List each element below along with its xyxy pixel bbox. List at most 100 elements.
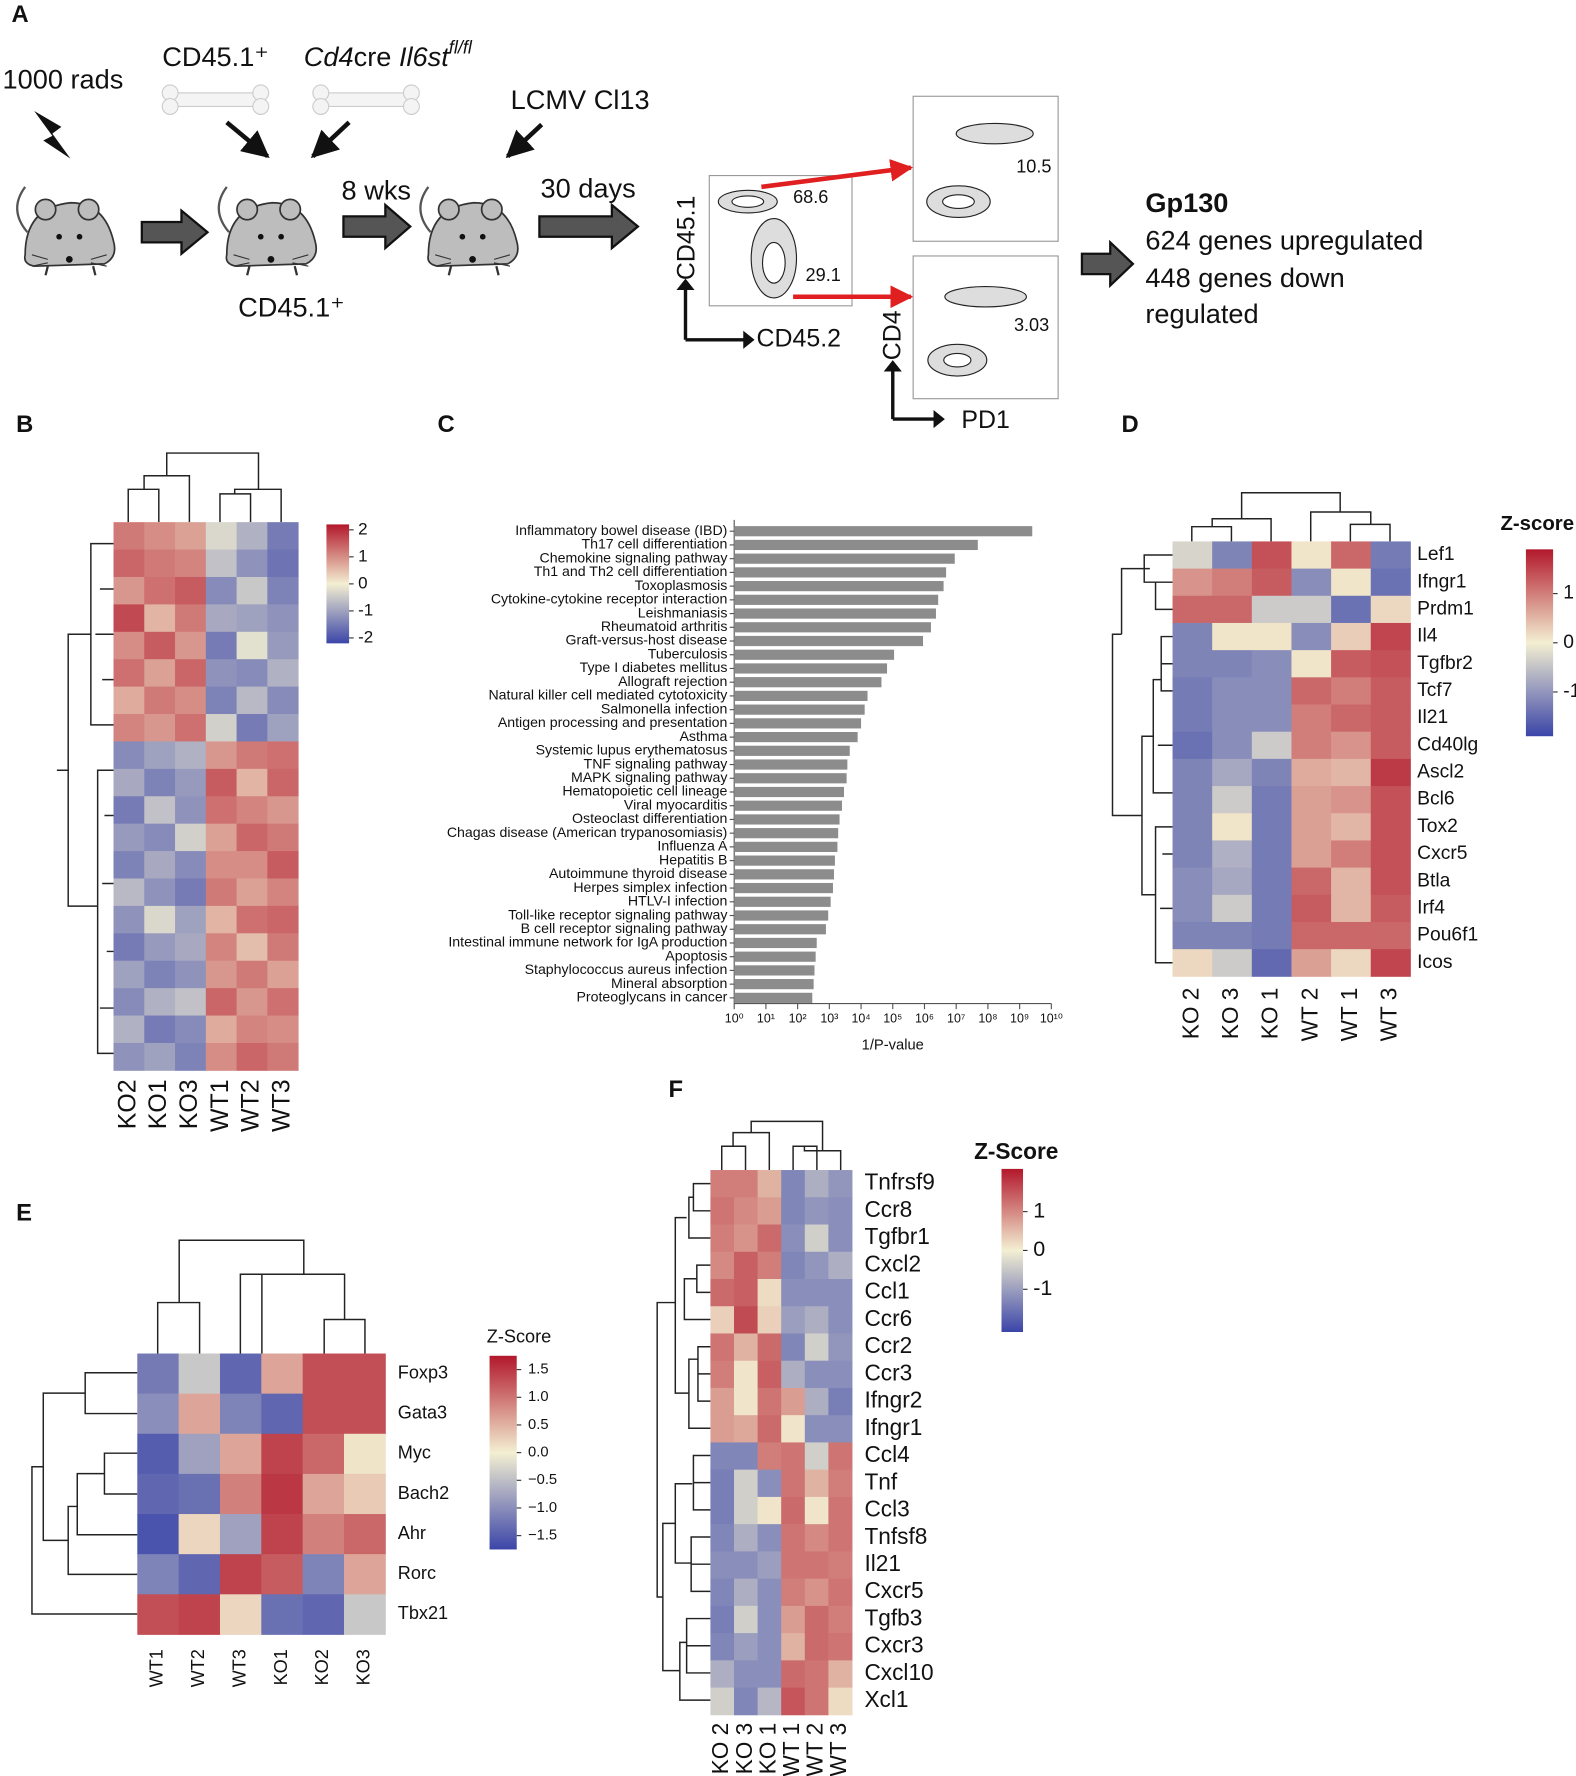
heatmap-cell [144,522,176,551]
donor-label: Cd4cre Il6stfl/fl [304,37,473,72]
heatmap-cell [175,659,207,688]
heatmap-cell [175,878,207,907]
heatmap-cell [236,878,268,907]
heatmap-cell [1370,867,1411,896]
heatmap-cell [757,1442,782,1471]
heatmap-cell [113,604,145,633]
heatmap-cell [1251,677,1292,705]
category-label: Inflammatory bowel disease (IBD) [515,522,727,538]
heatmap-cell [757,1278,782,1307]
column-label: WT3 [229,1649,249,1687]
row-label: Tnfrsf9 [864,1169,934,1195]
bar [734,992,813,1003]
panel-label: F [669,1076,684,1103]
heatmap-cell [710,1306,735,1334]
heatmap-cell [236,631,268,660]
heatmap-cell [710,1605,735,1634]
heatmap-cell [828,1496,853,1525]
axis-label: CD45.2 [757,324,841,352]
heatmap-cell [1172,677,1213,705]
heatmap-cell [1331,622,1372,651]
heatmap-cell [828,1197,853,1225]
heatmap-cell [1331,731,1372,760]
row-label: Cd40lg [1417,734,1478,755]
heatmap-cell [1172,758,1213,787]
heatmap-cell [1251,568,1292,597]
heatmap-cell [1212,840,1253,869]
heatmap-cell [267,549,299,578]
heatmap-cell [113,905,145,934]
category-label: Asthma [679,728,727,744]
heatmap-cell [175,714,207,742]
heatmap-cell [344,1393,386,1435]
heatmap-cell [1370,650,1411,678]
heatmap-cell [205,960,238,989]
heatmap-cell [175,741,207,770]
heatmap-cell [781,1170,806,1198]
heatmap-cell [1370,949,1411,977]
category-label: Antigen processing and presentation [498,714,728,730]
heatmap-cell [734,1578,759,1607]
heatmap-cell [113,960,145,989]
heatmap-cell [344,1353,386,1395]
gene-text: cre [354,41,399,72]
row-label: Il4 [1417,626,1438,647]
heatmap-cell [781,1278,806,1307]
column-label: KO3 [353,1649,373,1685]
category-label: Type I diabetes mellitus [580,659,728,675]
gate-value: 68.6 [793,187,828,207]
heatmap-cell [113,878,145,907]
gate-value: 3.03 [1014,315,1049,335]
row-label: Cxcr5 [864,1577,923,1603]
block-arrow [1080,239,1135,289]
heatmap-cell [267,768,299,797]
heatmap-cell [1251,786,1292,814]
heatmap-cell [144,714,176,742]
heatmap-cell [828,1633,853,1661]
dendrogram [127,452,282,523]
result-text: 448 genes down [1145,262,1344,293]
heatmap-cell [710,1415,735,1443]
row-label: Ccl4 [864,1441,909,1467]
heatmap-cell [302,1393,345,1435]
heatmap-cell [804,1170,829,1198]
row-label: Tnfsf8 [864,1523,927,1549]
heatmap-cell [1291,921,1332,950]
heatmap-cell [781,1633,806,1661]
column-label: KO 1 [1257,988,1283,1040]
heatmap-cell [236,905,268,934]
colorbar-tick-label: −1.0 [528,1500,557,1516]
heatmap-cell [267,988,299,1016]
column-label: WT 2 [1296,988,1322,1042]
heatmap-cell [804,1442,829,1471]
category-label: Natural killer cell mediated cytotoxicit… [488,687,728,703]
heatmap-cell [113,631,145,660]
arrow [310,120,351,159]
heatmap-cell [710,1170,735,1198]
heatmap-cell [302,1473,345,1515]
heatmap-cell [267,1042,299,1071]
bar [734,759,848,770]
heatmap-cell [302,1594,345,1635]
heatmap-cell [734,1360,759,1389]
heatmap-cell [137,1353,180,1395]
heatmap-cell [804,1578,829,1607]
heatmap-cell [1370,677,1411,705]
category-label: Salmonella infection [601,700,728,716]
heatmap-cell [1370,921,1411,950]
heatmap-cell [344,1554,386,1595]
heatmap-cell [1172,622,1213,651]
heatmap-cell [734,1278,759,1307]
heatmap-cell [261,1393,304,1435]
category-label: Chagas disease (American trypanosomiasis… [447,824,728,840]
row-label: Btla [1417,870,1450,891]
heatmap-cell [175,768,207,797]
heatmap-cell [1370,840,1411,869]
bar [734,841,838,852]
heatmap-cell [205,741,238,770]
column-label: KO2 [312,1649,332,1685]
colorbar-tick-label: 0.0 [528,1445,548,1461]
heatmap-cell [710,1687,735,1716]
bar [734,608,936,619]
bar [734,677,882,688]
